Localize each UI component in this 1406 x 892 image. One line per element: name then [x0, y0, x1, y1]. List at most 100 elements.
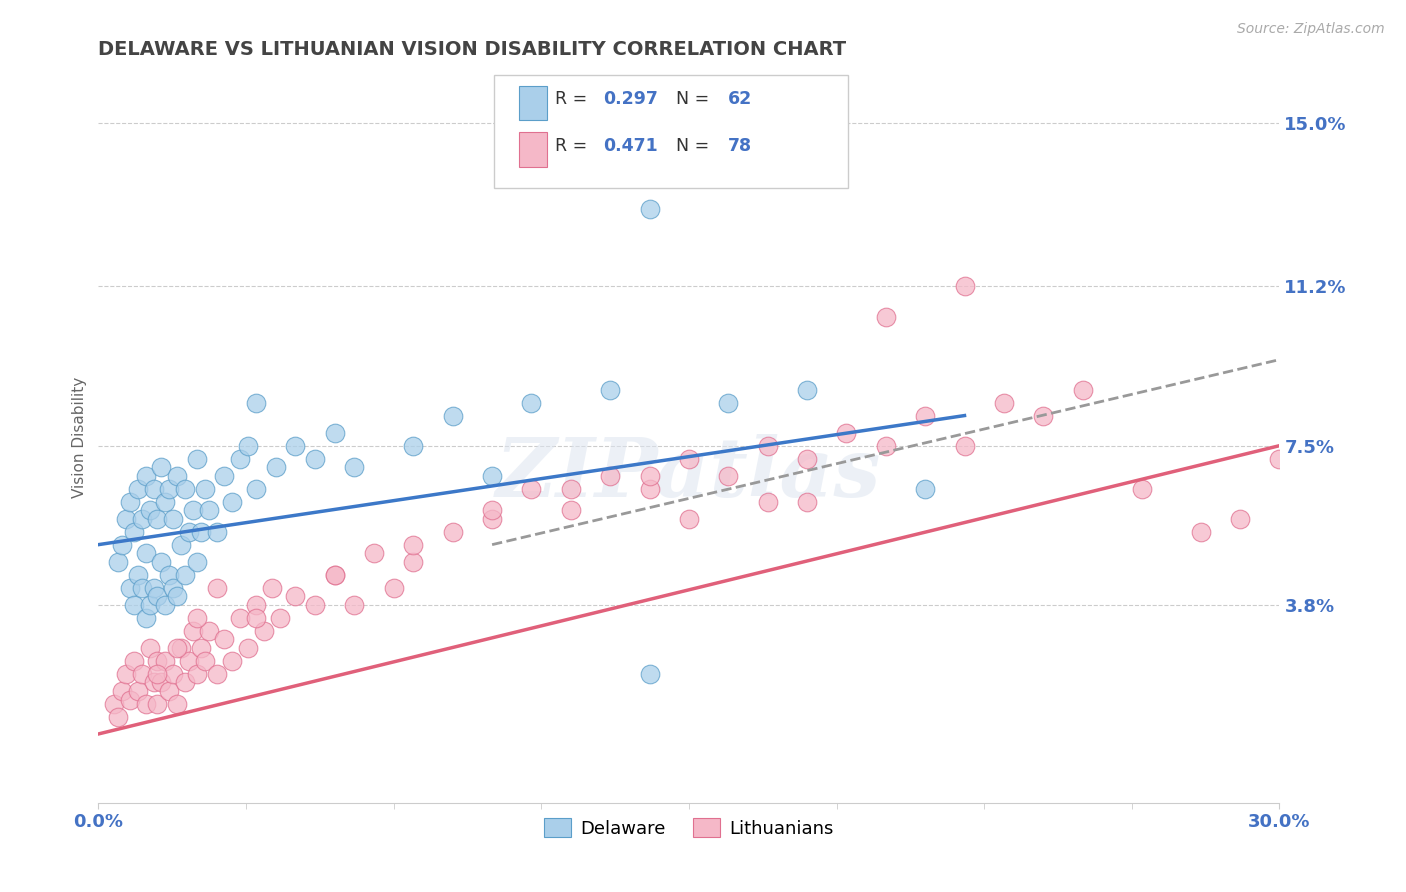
Point — [520, 395, 543, 409]
Point — [177, 654, 200, 668]
Point — [127, 567, 149, 582]
Point — [756, 439, 779, 453]
Point — [205, 524, 228, 539]
Point — [131, 512, 153, 526]
Point — [135, 611, 157, 625]
Point — [174, 675, 197, 690]
Point — [107, 710, 129, 724]
Point — [127, 684, 149, 698]
Point — [170, 538, 193, 552]
Point — [269, 611, 291, 625]
Text: 78: 78 — [728, 137, 752, 155]
Point — [146, 697, 169, 711]
Point — [197, 624, 219, 638]
Point — [245, 598, 267, 612]
Point — [323, 425, 346, 440]
Point — [323, 567, 346, 582]
Point — [402, 439, 425, 453]
Point — [221, 494, 243, 508]
Point — [186, 451, 208, 466]
Point — [835, 425, 858, 440]
Point — [1130, 482, 1153, 496]
Point — [953, 279, 976, 293]
Point — [599, 468, 621, 483]
Point — [155, 654, 177, 668]
Point — [253, 624, 276, 638]
Point — [441, 409, 464, 423]
Point — [304, 598, 326, 612]
Point — [796, 451, 818, 466]
Point — [174, 567, 197, 582]
Point — [146, 512, 169, 526]
Point — [186, 611, 208, 625]
Point — [304, 451, 326, 466]
Point — [638, 482, 661, 496]
Text: 62: 62 — [728, 90, 752, 108]
Text: 0.297: 0.297 — [603, 90, 658, 108]
FancyBboxPatch shape — [519, 86, 547, 120]
Point — [638, 666, 661, 681]
Point — [481, 468, 503, 483]
Point — [1268, 451, 1291, 466]
Point — [481, 512, 503, 526]
Point — [150, 675, 173, 690]
Legend: Delaware, Lithuanians: Delaware, Lithuanians — [537, 811, 841, 845]
Point — [103, 697, 125, 711]
Point — [260, 581, 283, 595]
Point — [127, 482, 149, 496]
Point — [157, 567, 180, 582]
Point — [229, 611, 252, 625]
Point — [214, 632, 236, 647]
Point — [194, 482, 217, 496]
Point — [197, 503, 219, 517]
Point — [122, 598, 145, 612]
Point — [142, 482, 165, 496]
Text: ZIPatlas: ZIPatlas — [496, 434, 882, 514]
Y-axis label: Vision Disability: Vision Disability — [72, 376, 87, 498]
Point — [115, 512, 138, 526]
Point — [166, 697, 188, 711]
Point — [796, 494, 818, 508]
Point — [142, 675, 165, 690]
Point — [205, 581, 228, 595]
Point — [875, 310, 897, 324]
Point — [717, 395, 740, 409]
Point — [186, 666, 208, 681]
Point — [221, 654, 243, 668]
Point — [146, 589, 169, 603]
Point — [993, 395, 1015, 409]
Point — [150, 555, 173, 569]
Point — [481, 503, 503, 517]
Point — [1229, 512, 1251, 526]
Point — [343, 598, 366, 612]
Point — [343, 460, 366, 475]
Point — [157, 684, 180, 698]
Point — [131, 666, 153, 681]
Point — [131, 581, 153, 595]
Point — [323, 567, 346, 582]
Point — [138, 598, 160, 612]
Point — [638, 202, 661, 216]
Point — [135, 546, 157, 560]
Point — [135, 468, 157, 483]
Point — [138, 640, 160, 655]
Text: DELAWARE VS LITHUANIAN VISION DISABILITY CORRELATION CHART: DELAWARE VS LITHUANIAN VISION DISABILITY… — [98, 39, 846, 59]
Point — [177, 524, 200, 539]
Point — [146, 666, 169, 681]
Point — [190, 640, 212, 655]
FancyBboxPatch shape — [519, 132, 547, 167]
Point — [382, 581, 405, 595]
Point — [181, 503, 204, 517]
FancyBboxPatch shape — [494, 75, 848, 188]
Point — [560, 482, 582, 496]
Point — [284, 439, 307, 453]
Point — [186, 555, 208, 569]
Point — [717, 468, 740, 483]
Text: 0.471: 0.471 — [603, 137, 658, 155]
Point — [122, 524, 145, 539]
Point — [441, 524, 464, 539]
Point — [118, 581, 141, 595]
Point — [166, 468, 188, 483]
Point — [914, 482, 936, 496]
Text: N =: N = — [665, 137, 716, 155]
